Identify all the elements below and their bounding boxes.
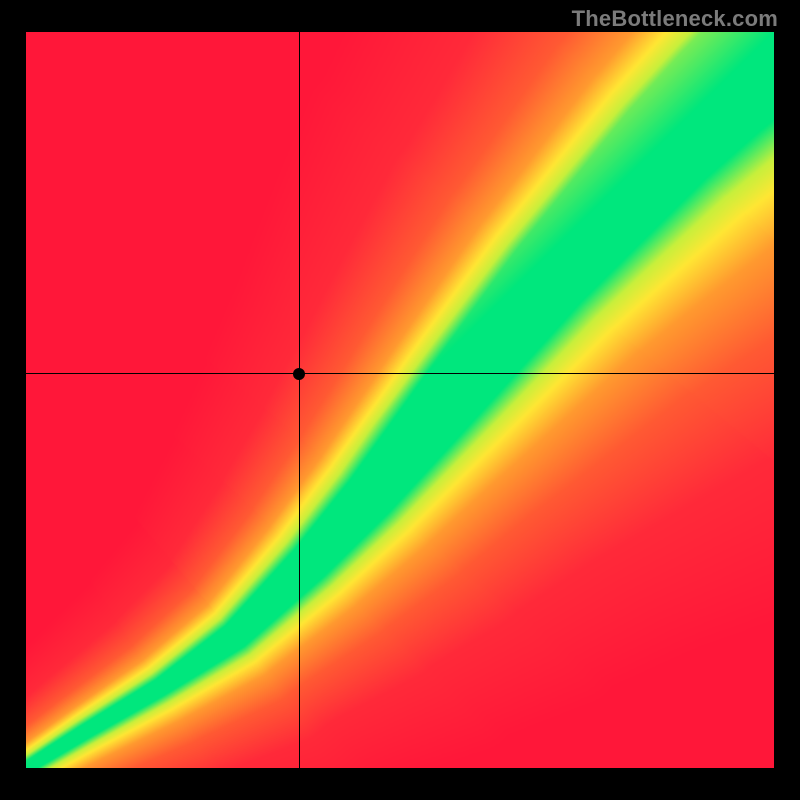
crosshair-horizontal: [26, 373, 774, 374]
crosshair-vertical: [299, 32, 300, 768]
plot-area: [26, 32, 774, 768]
watermark-text: TheBottleneck.com: [572, 6, 778, 32]
heatmap-canvas: [26, 32, 774, 768]
crosshair-marker[interactable]: [293, 368, 305, 380]
